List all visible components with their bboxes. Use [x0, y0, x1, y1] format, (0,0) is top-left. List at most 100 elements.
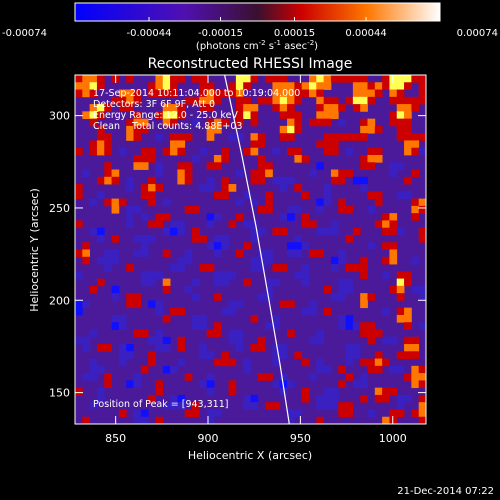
- heatmap-cell: [323, 227, 332, 236]
- heatmap-cell: [257, 293, 266, 301]
- heatmap-cell: [389, 75, 398, 83]
- heatmap-cell: [133, 89, 142, 98]
- heatmap-cell: [170, 104, 178, 112]
- heatmap-cell: [352, 89, 361, 98]
- heatmap-cell: [192, 205, 200, 214]
- heatmap-cell: [104, 380, 112, 389]
- heatmap-cell: [367, 162, 376, 170]
- heatmap-cell: [177, 133, 186, 141]
- heatmap-cell: [345, 234, 354, 243]
- heatmap-cell: [279, 300, 288, 309]
- heatmap-cell: [316, 227, 325, 236]
- heatmap-cell: [140, 416, 149, 424]
- heatmap-cell: [367, 409, 376, 418]
- heatmap-cell: [104, 133, 112, 141]
- heatmap-cell: [213, 358, 222, 367]
- heatmap-cell: [367, 82, 376, 90]
- heatmap-cell: [294, 249, 303, 258]
- heatmap-cell: [404, 133, 412, 141]
- heatmap-cell: [126, 344, 134, 352]
- heatmap-cell: [177, 75, 186, 83]
- heatmap-cell: [301, 264, 310, 272]
- heatmap-cell: [352, 133, 361, 141]
- heatmap-cell: [411, 351, 420, 359]
- heatmap-cell: [221, 118, 229, 127]
- heatmap-cell: [118, 104, 127, 112]
- heatmap-cell: [396, 89, 405, 98]
- heatmap-cell: [82, 249, 91, 258]
- heatmap-cell: [323, 111, 332, 120]
- heatmap-cell: [184, 373, 193, 381]
- solar-limb-curve: [224, 75, 290, 424]
- heatmap-cell: [367, 365, 376, 374]
- heatmap-cell: [316, 162, 325, 170]
- heatmap-cell: [287, 133, 295, 141]
- heatmap-cell: [272, 82, 281, 90]
- heatmap-cell: [206, 264, 215, 272]
- heatmap-cell: [177, 344, 186, 352]
- heatmap-cell: [382, 242, 390, 250]
- heatmap: [75, 75, 426, 424]
- heatmap-cell: [389, 256, 398, 265]
- heatmap-cell: [272, 344, 281, 352]
- heatmap-cell: [250, 118, 259, 127]
- heatmap-cell: [75, 300, 83, 309]
- heatmap-cell: [279, 96, 288, 105]
- heatmap-cell: [184, 162, 193, 170]
- heatmap-cell: [309, 75, 317, 83]
- colorbar-tick-label: -0.00074: [2, 28, 47, 39]
- heatmap-cell: [404, 314, 412, 323]
- heatmap-cell: [265, 285, 273, 294]
- heatmap-cell: [206, 213, 215, 221]
- heatmap-cell: [89, 111, 98, 120]
- heatmap-cell: [352, 82, 361, 90]
- heatmap-cell: [199, 264, 208, 272]
- heatmap-cell: [133, 118, 142, 127]
- heatmap-cell: [235, 336, 244, 345]
- colorbar: [74, 2, 441, 22]
- heatmap-cell: [338, 365, 346, 374]
- heatmap-cell: [250, 264, 259, 272]
- heatmap-cell: [228, 358, 237, 367]
- heatmap-cell: [396, 271, 405, 279]
- heatmap-cell: [287, 111, 295, 120]
- heatmap-cell: [309, 82, 317, 90]
- heatmap-cell: [177, 358, 186, 367]
- heatmap-cell: [316, 140, 325, 149]
- heatmap-cell: [250, 147, 259, 156]
- heatmap-cell: [148, 336, 156, 345]
- heatmap-cell: [96, 111, 105, 120]
- heatmap-cell: [396, 285, 405, 294]
- heatmap-cell: [330, 394, 339, 403]
- heatmap-cell: [404, 271, 412, 279]
- heatmap-cell: [140, 271, 149, 279]
- heatmap-cell: [279, 264, 288, 272]
- heatmap-cell: [265, 96, 273, 105]
- heatmap-cell: [330, 264, 339, 272]
- heatmap-cell: [389, 89, 398, 98]
- heatmap-cell: [309, 220, 317, 229]
- heatmap-cell: [367, 125, 376, 134]
- heatmap-cell: [367, 89, 376, 98]
- heatmap-cell: [96, 147, 105, 156]
- heatmap-cell: [374, 394, 383, 403]
- heatmap-cell: [374, 220, 383, 229]
- heatmap-cell: [404, 278, 412, 287]
- heatmap-cell: [404, 191, 412, 199]
- heatmap-cell: [118, 351, 127, 359]
- heatmap-cell: [338, 293, 346, 301]
- heatmap-cell: [148, 351, 156, 359]
- heatmap-cell: [170, 307, 178, 316]
- heatmap-cell: [162, 89, 171, 98]
- heatmap-cell: [75, 307, 83, 316]
- heatmap-cell: [309, 336, 317, 345]
- heatmap-cell: [301, 387, 310, 396]
- heatmap-cell: [140, 242, 149, 250]
- heatmap-cell: [111, 198, 120, 207]
- heatmap-cell: [228, 220, 237, 229]
- heatmap-cell: [213, 154, 222, 163]
- heatmap-cell: [367, 147, 376, 156]
- colorbar-tick-label: 0.00044: [345, 28, 386, 39]
- heatmap-cell: [360, 118, 368, 127]
- heatmap-cell: [250, 234, 259, 243]
